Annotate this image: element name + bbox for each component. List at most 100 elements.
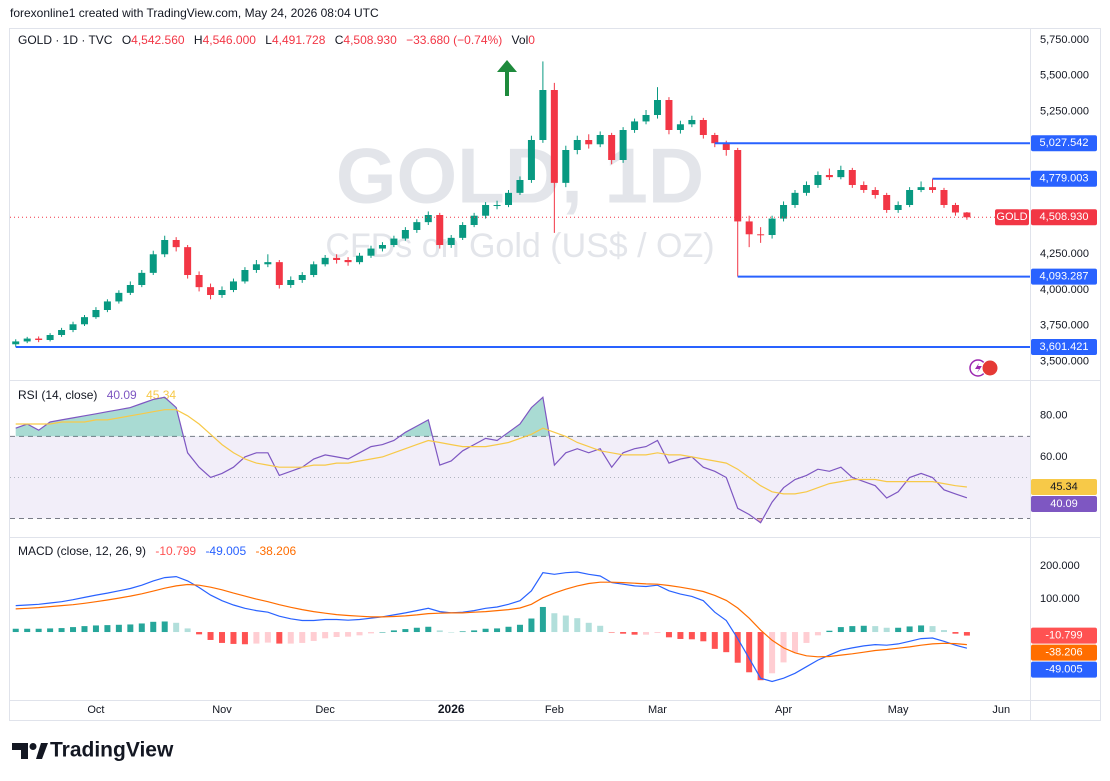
candle-body [195,275,203,288]
candle-body [539,90,547,140]
candle-body [906,190,914,205]
candle-body [631,121,639,130]
candle-body [172,240,180,248]
watermark-title: GOLD, 1D [336,132,704,220]
legend-value: 4,508.930 [343,33,397,47]
macd-histogram-bar [918,625,925,633]
candle-body [413,222,421,230]
macd-histogram-bar [127,624,134,633]
macd-histogram-bar [872,626,879,633]
x-tick-label: May [888,704,909,716]
macd-histogram-bar [35,628,42,633]
candle-body [436,215,444,245]
macd-histogram-bar [757,632,764,681]
macd-histogram-bar [230,632,237,644]
y-tick-label: 4,000.000 [1040,284,1089,296]
macd-value: -49.005 [205,544,246,558]
macd-histogram-bar [47,628,54,633]
rsi-value: 40.09 [107,388,137,402]
value-tag [1031,627,1097,644]
candle-body [653,100,661,115]
macd-histogram-bar [436,630,443,633]
value-tag-label: 4,779.003 [1040,173,1089,185]
value-tag-label: 3,601.421 [1040,341,1089,353]
y-tick-label: 60.00 [1040,451,1068,463]
candle-body [642,115,650,122]
flag-icon[interactable] [981,359,999,377]
macd-histogram-bar [12,628,19,633]
y-tick-label: 3,750.000 [1040,320,1089,332]
macd-histogram-bar [665,632,672,638]
macd-histogram-bar [459,631,466,633]
candle-body [390,238,398,245]
candle-body [69,324,77,330]
rsi-band [10,436,1030,519]
macd-histogram-bar [849,626,856,633]
macd-histogram-bar [322,632,329,639]
candle-body [791,192,799,205]
y-tick-label: 5,250.000 [1040,105,1089,117]
y-tick-label: 5,500.000 [1040,70,1089,82]
candle-body [825,175,833,178]
macd-legend: MACD (close, 12, 26, 9) -10.799 -49.005 … [18,544,297,558]
y-tick-label: 3,500.000 [1040,355,1089,367]
legend-key: L [265,33,272,47]
macd-hist-value: -10.799 [155,544,196,558]
macd-histogram-bar [58,628,65,633]
macd-histogram-bar [207,632,214,640]
value-tag [1031,479,1097,496]
candle-body [527,140,535,180]
value-tag [1031,661,1097,678]
macd-histogram-bar [734,632,741,663]
value-tag [1031,135,1097,152]
candle-body [711,135,719,144]
macd-histogram-bar [402,629,409,633]
macd-histogram-bar [264,632,271,643]
candle-body [470,215,478,225]
macd-histogram-bar [620,632,627,634]
value-tag-label: -10.799 [1045,630,1082,642]
brand: TradingView [50,739,174,762]
macd-histogram-bar [574,618,581,633]
rsi-legend: RSI (14, close) 40.09 45.34 [18,388,176,402]
macd-histogram-bar [299,632,306,643]
macd-title: MACD (close, 12, 26, 9) [18,544,146,558]
macd-histogram-bar [837,627,844,633]
macd-histogram-bar [276,632,283,644]
macd-histogram-bar [494,628,501,633]
macd-histogram-bar [860,625,867,633]
macd-histogram-bar [241,632,248,645]
candle-body [734,150,742,222]
candle-body [229,281,237,290]
macd-histogram-bar [367,632,374,634]
candle-body [757,234,765,236]
macd-histogram-bar [688,632,695,640]
candle-body [58,330,66,335]
macd-histogram-bar [253,632,260,644]
candle-body [367,248,375,256]
value-tag [1031,496,1097,513]
macd-histogram-bar [597,625,604,633]
macd-histogram-bar [528,618,535,633]
candle-body [138,272,146,285]
macd-histogram-bar [115,624,122,633]
macd-histogram-bar [826,630,833,633]
candle-body [917,187,925,190]
macd-histogram-bar [448,632,455,633]
candle-body [688,120,696,125]
candle-body [287,280,295,285]
candle-body [80,317,88,325]
credit: forexonline1 created with TradingView.co… [10,6,379,20]
macd-histogram-bar [895,627,902,633]
macd-histogram-bar [471,630,478,633]
candle-body [298,275,306,280]
candle-body [837,170,845,178]
macd-histogram-bar [287,632,294,644]
symbol-tag-label: GOLD [996,211,1027,223]
macd-histogram-bar [345,632,352,637]
candle-body [12,341,20,345]
rsi-ma-value: 45.34 [146,388,176,402]
up-arrow [497,60,517,96]
candle-body [768,218,776,235]
